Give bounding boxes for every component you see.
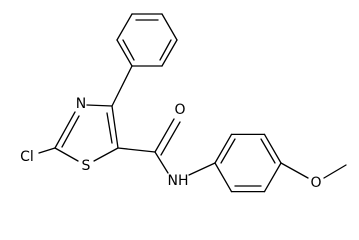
atom-label: N <box>76 96 86 112</box>
atom-label: Cl <box>20 149 34 165</box>
atom-label: O <box>174 102 185 118</box>
molecule: Cl N S O NH O <box>20 13 347 193</box>
atom-label: S <box>82 158 91 174</box>
atom-label: NH <box>168 173 189 189</box>
bonds <box>38 13 347 193</box>
atom-label: O <box>310 175 321 191</box>
